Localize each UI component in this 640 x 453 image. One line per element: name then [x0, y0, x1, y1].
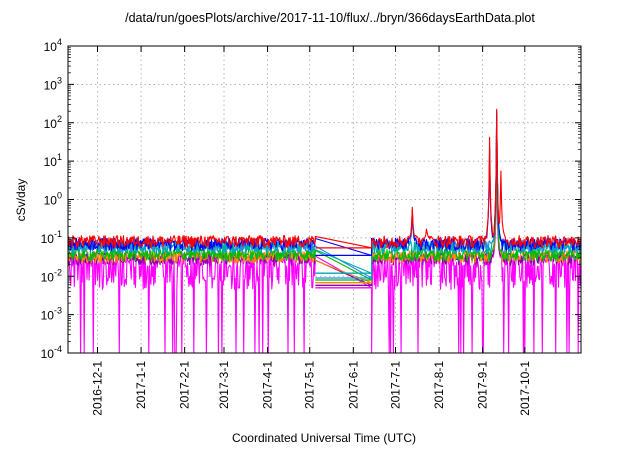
plot-area — [67, 108, 582, 354]
series-line — [67, 142, 582, 281]
x-tick-label: 2017-6-1 — [346, 361, 360, 409]
y-tick-label: 10-4 — [41, 344, 62, 361]
x-tick-label: 2017-8-1 — [432, 361, 446, 409]
series-line — [67, 164, 582, 354]
y-tick-label: 10-3 — [41, 306, 62, 323]
x-tick-label: 2017-5-1 — [303, 361, 317, 409]
y-tick-exponent: 2 — [57, 114, 62, 124]
y-tick-label: 100 — [44, 191, 62, 208]
y-tick-label: 102 — [44, 114, 62, 131]
y-tick-exponent: 0 — [57, 191, 62, 201]
x-tick-label: 2017-4-1 — [261, 361, 275, 409]
x-tick-label: 2017-7-1 — [388, 361, 402, 409]
x-tick-label: 2017-10-1 — [518, 361, 532, 416]
x-tick-label: 2016-12-1 — [91, 361, 105, 416]
y-tick-label: 101 — [44, 152, 62, 169]
y-tick-exponent: -3 — [54, 306, 62, 316]
x-tick-label: 2017-1-1 — [134, 361, 148, 409]
y-tick-exponent: 1 — [57, 152, 62, 162]
x-tick-label: 2017-9-1 — [476, 361, 490, 409]
y-axis-label: cSv/day — [14, 179, 28, 222]
y-tick-exponent: -4 — [54, 344, 62, 354]
y-tick-label: 103 — [44, 75, 62, 92]
y-tick-label: 10-1 — [41, 229, 62, 246]
y-tick-exponent: -2 — [54, 267, 62, 277]
x-tick-label: 2017-2-1 — [178, 361, 192, 409]
x-axis: 2016-12-1 2017-1-1 2017-2-1 2017-3-1 2017-4-… — [91, 46, 532, 416]
x-axis-label: Coordinated Universal Time (UTC) — [232, 431, 416, 445]
x-tick-label: 2017-3-1 — [217, 361, 231, 409]
y-tick-exponent: -1 — [54, 229, 62, 239]
y-tick-exponent: 4 — [57, 37, 62, 47]
series-line — [67, 116, 582, 274]
chart-title: /data/run/goesPlots/archive/2017-11-10/f… — [125, 11, 535, 25]
series-line — [67, 108, 582, 249]
y-tick-exponent: 3 — [57, 75, 62, 85]
y-tick-label: 104 — [44, 37, 62, 54]
y-tick-label: 10-2 — [41, 267, 62, 284]
